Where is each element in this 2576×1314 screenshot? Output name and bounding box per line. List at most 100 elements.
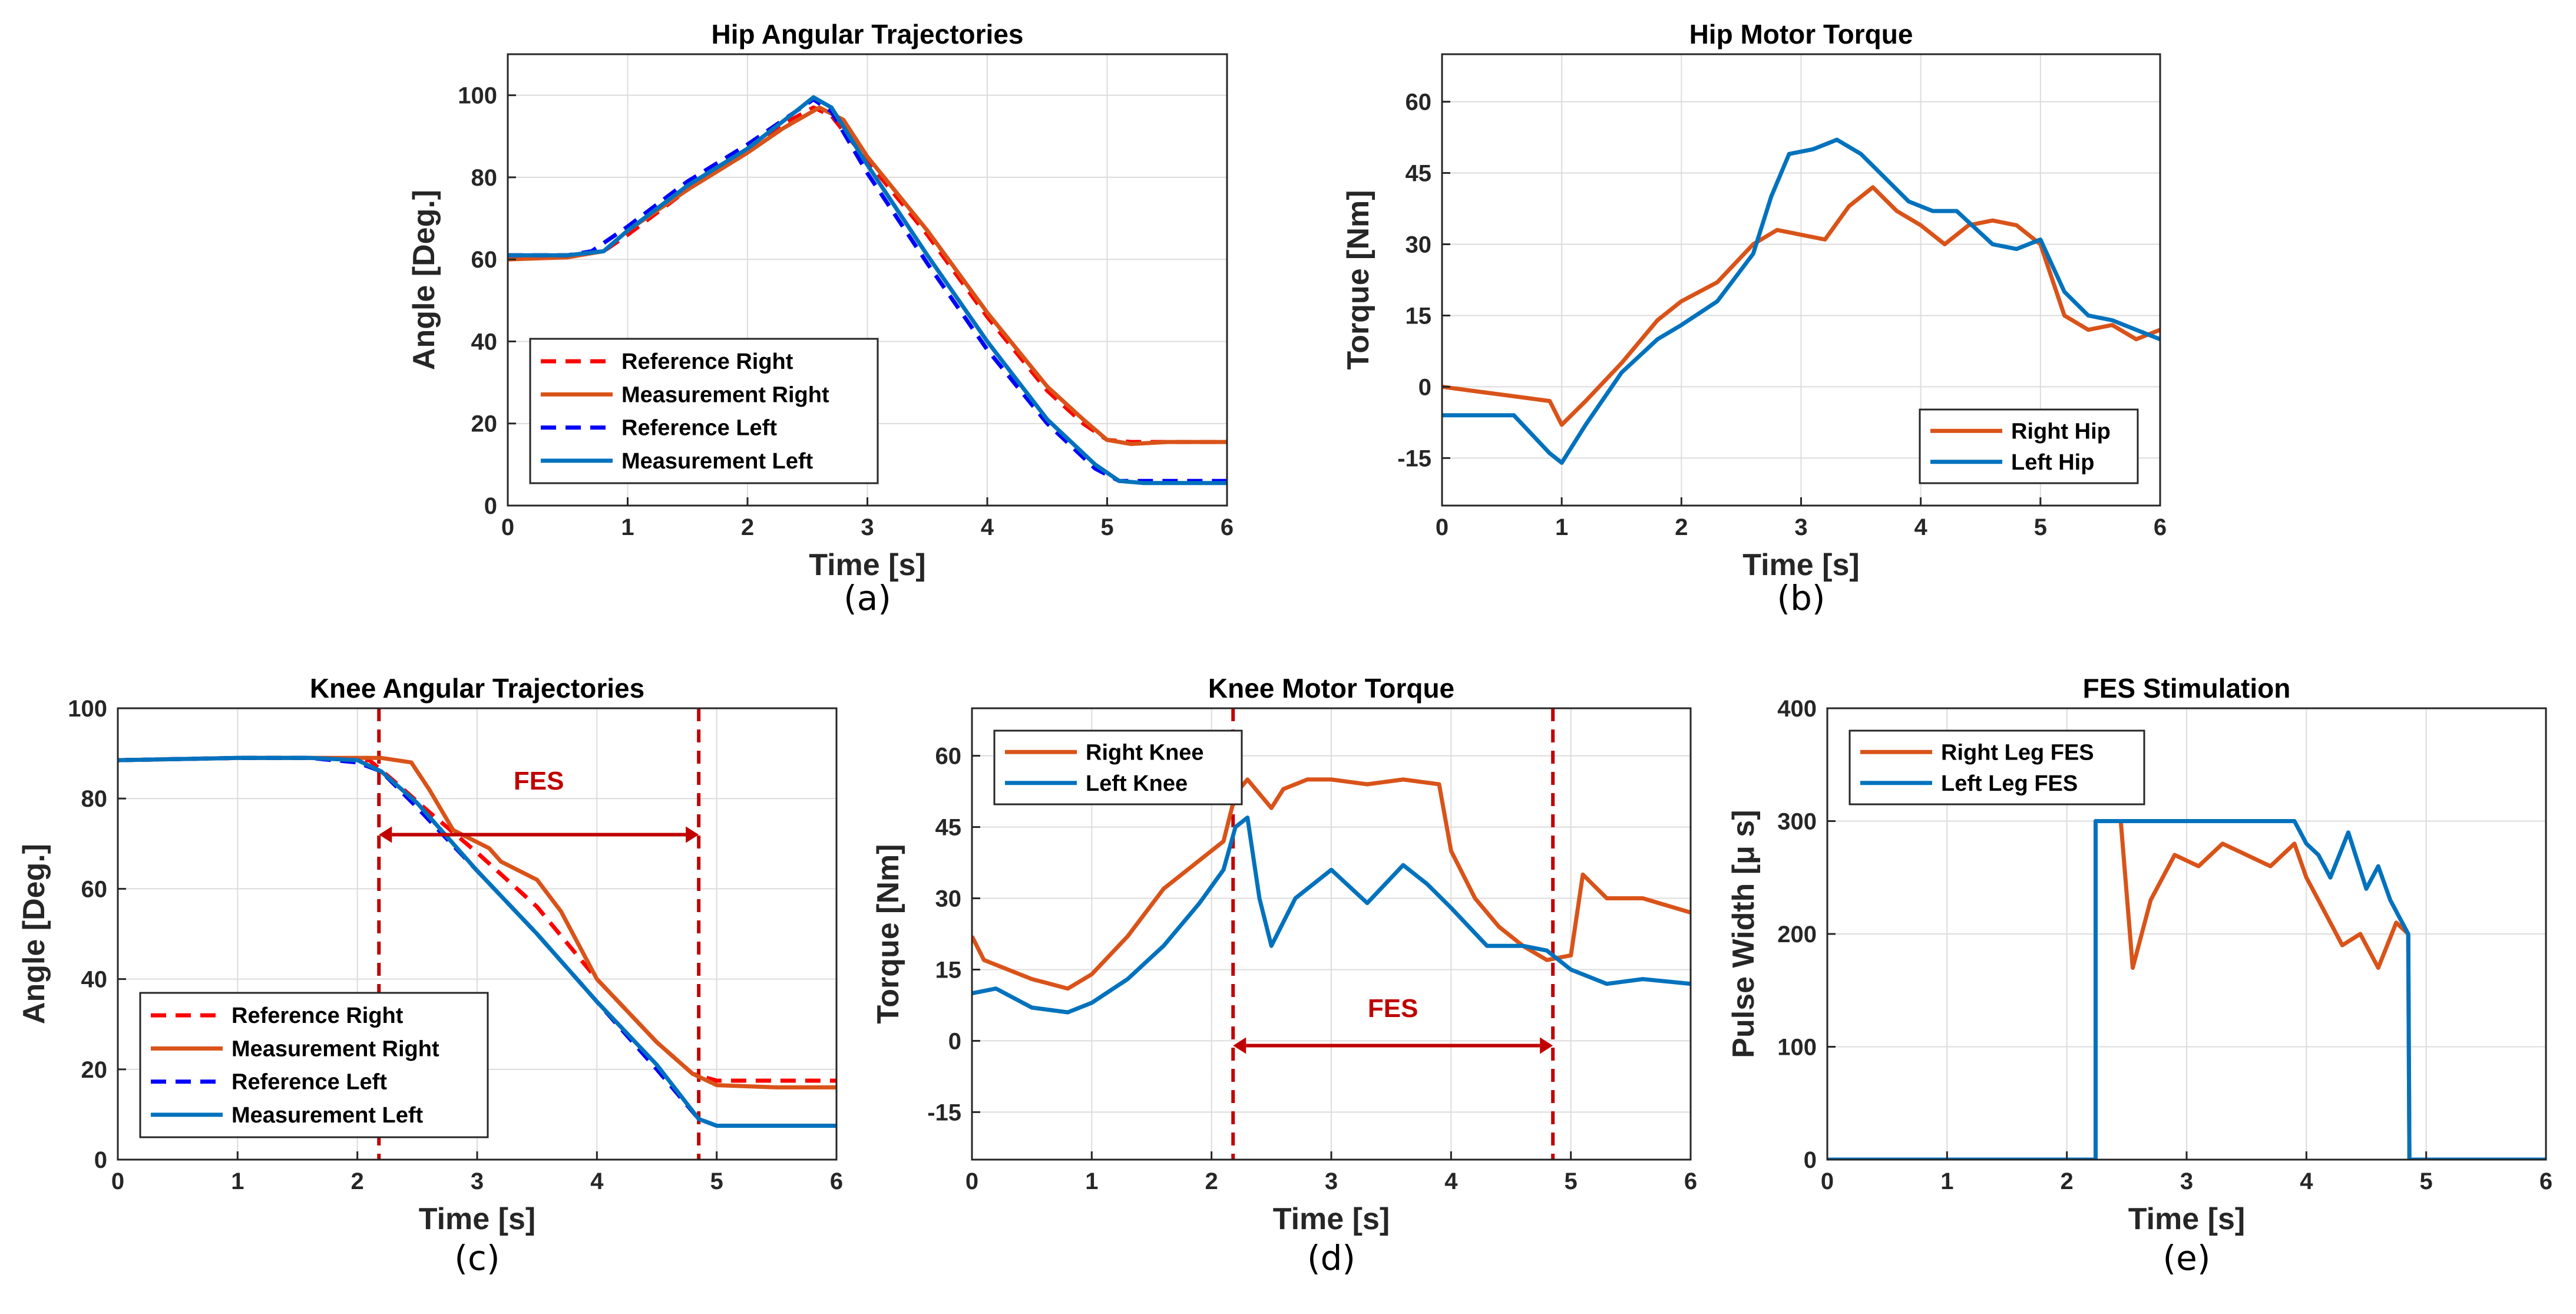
chart-title: Knee Angular Trajectories [310,673,644,704]
x-tick-label: 5 [1100,514,1113,540]
fes-arrow-head-right [686,826,699,843]
y-tick-label: 60 [471,247,498,273]
y-tick-label: 20 [81,1057,108,1083]
series-line-measurement-left [508,95,1227,486]
y-axis-label: Torque [Nm] [1341,190,1375,369]
chart-title: Hip Motor Torque [1689,19,1913,49]
legend: Right Hip Left Hip [1919,408,2139,484]
legend-label: Measurement Left [621,449,814,474]
series-line-measurement-right [118,755,836,1090]
x-tick-label: 6 [2539,1168,2552,1194]
chart-title: Hip Angular Trajectories [712,19,1024,49]
legend-label: Left Hip [2011,450,2094,475]
x-tick-label: 4 [590,1168,604,1194]
legend-label: Left Leg FES [1941,771,2078,796]
y-axis-label: Angle [Deg.] [407,190,441,370]
fes-arrow-head-right [1540,1037,1553,1054]
series-line-left-leg-fes [1827,819,2546,1160]
y-axis-label: Torque [Nm] [871,844,905,1024]
y-axis-label: Angle [Deg.] [17,844,51,1024]
x-tick-label: 3 [2180,1168,2193,1194]
legend-label: Right Leg FES [1941,740,2094,765]
legend-label: Measurement Right [621,382,829,407]
legend: Right Knee Left Knee [993,729,1243,805]
x-tick-label: 0 [965,1168,978,1194]
x-tick-label: 6 [1221,514,1234,540]
y-tick-label: 400 [1777,696,1817,722]
series-line-right-hip [1442,185,2160,427]
x-tick-label: 4 [981,514,994,540]
x-tick-label: 2 [1205,1168,1218,1194]
y-tick-label: 60 [1406,90,1432,115]
y-tick-label: 80 [81,786,108,812]
data-layer [1442,137,2160,465]
y-tick-label: 60 [81,876,108,902]
fes-label: FES [514,767,564,795]
x-tick-label: 1 [1555,514,1568,540]
legend-label: Right Hip [2011,419,2111,444]
data-layer [508,95,1227,486]
y-tick-label: -15 [927,1100,961,1125]
x-tick-label: 0 [1436,514,1449,540]
y-tick-label: 60 [935,744,962,770]
legend-label: Reference Left [232,1070,387,1095]
legend-label: Reference Left [621,416,777,441]
fes-label: FES [1368,994,1418,1023]
x-tick-label: 3 [1325,1168,1338,1194]
y-tick-label: 0 [94,1147,107,1173]
x-tick-label: 4 [1914,514,1928,540]
y-tick-label: 200 [1777,922,1817,947]
legend-label: Reference Right [232,1003,404,1028]
subfigure-caption: (b) [1777,578,1825,618]
x-axis-label: Time [s] [2128,1202,2245,1236]
y-tick-label: 100 [458,83,497,109]
x-tick-label: 3 [861,514,874,540]
y-tick-label: 0 [1804,1147,1817,1173]
y-tick-label: 30 [935,886,962,912]
x-tick-label: 2 [741,514,754,540]
y-tick-label: 40 [81,967,108,993]
x-tick-label: 3 [471,1168,484,1194]
legend-label: Measurement Right [232,1036,439,1061]
y-tick-label: 15 [935,957,962,983]
x-tick-label: 1 [1085,1168,1098,1194]
y-tick-label: 0 [484,493,497,519]
legend: Right Leg FES Left Leg FES [1848,729,2145,805]
y-tick-label: 0 [948,1028,961,1054]
y-tick-label: 40 [471,329,498,355]
subfigure-caption: (a) [844,578,891,618]
y-tick-label: 0 [1418,374,1431,400]
y-tick-label: 100 [68,696,107,722]
legend-box [993,729,1243,805]
x-tick-label: 3 [1794,514,1807,540]
chart-title: Knee Motor Torque [1208,673,1454,704]
legend-box [1848,729,2145,805]
y-tick-label: 30 [1406,232,1432,258]
x-tick-label: 4 [2300,1168,2313,1194]
legend: Reference Right Measurement Right Referenc… [139,992,489,1138]
x-tick-label: 2 [1675,514,1688,540]
series-line-measurement-left [118,755,836,1128]
x-tick-label: 1 [231,1168,244,1194]
x-tick-label: 5 [2420,1168,2433,1194]
x-tick-label: 4 [1444,1168,1458,1194]
x-tick-label: 0 [1821,1168,1834,1194]
y-tick-label: 45 [935,815,962,841]
fes-arrow-head-left [1233,1037,1246,1054]
series-line-left-knee [972,816,1691,1015]
x-tick-label: 2 [351,1168,364,1194]
legend-label: Reference Right [621,349,793,374]
y-tick-label: 80 [471,165,498,191]
x-tick-label: 5 [710,1168,723,1194]
x-axis-label: Time [s] [809,548,925,582]
data-layer [118,708,836,1160]
y-tick-label: 300 [1777,809,1817,835]
x-tick-label: 0 [501,514,514,540]
series-line-left-hip [1442,137,2160,465]
y-tick-label: 45 [1406,161,1432,187]
